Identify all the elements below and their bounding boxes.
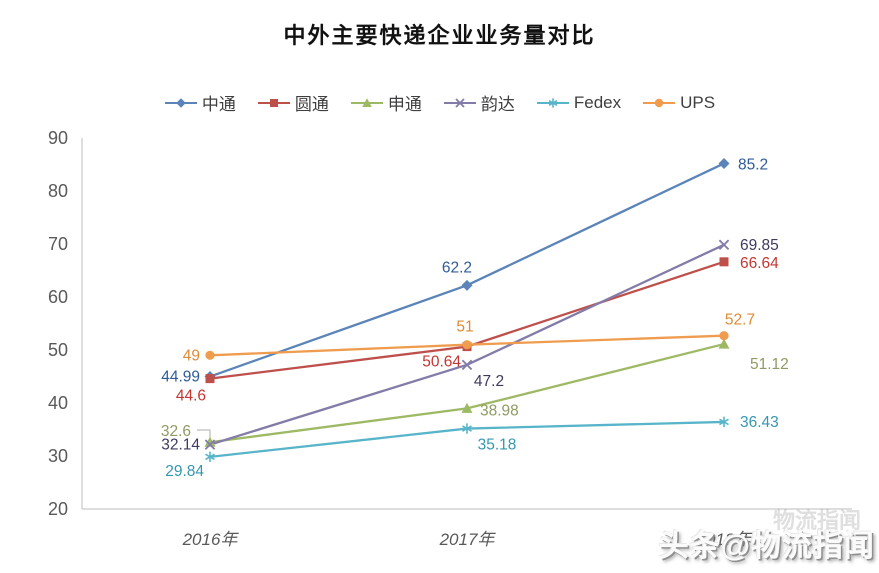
data-label-Fedex: 29.84 (165, 463, 204, 480)
x-category-label: 2017年 (439, 530, 497, 549)
data-label-申通: 32.6 (161, 423, 191, 440)
diamond-marker-icon (718, 157, 730, 169)
data-label-UPS: 51 (456, 319, 473, 336)
asterisk-marker-icon (719, 416, 729, 428)
square-marker-icon (205, 374, 215, 384)
legend-item-zhongtong[interactable]: 中通 (164, 90, 236, 115)
asterisk-marker-icon (536, 96, 570, 110)
legend-label: UPS (680, 92, 716, 112)
circle-marker-icon (205, 350, 215, 360)
asterisk-marker-icon (205, 451, 215, 463)
data-label-韵达: 47.2 (474, 373, 504, 390)
asterisk-marker-icon (462, 423, 472, 434)
y-tick-label: 20 (48, 499, 68, 519)
square-marker-icon (257, 96, 291, 110)
x-category-label: 2016年 (182, 530, 240, 549)
triangle-marker-icon (204, 436, 216, 447)
y-tick-label: 70 (48, 234, 68, 254)
data-label-圆通: 66.64 (740, 255, 779, 272)
legend-label: Fedex (573, 92, 622, 112)
x-marker-icon (461, 359, 473, 371)
data-label-申通: 38.98 (480, 402, 519, 419)
data-label-UPS: 49 (183, 347, 200, 364)
data-label-UPS: 52.7 (725, 312, 755, 329)
x-category-label: 2018年 (696, 530, 754, 549)
legend-item-fedex[interactable]: Fedex (536, 93, 621, 113)
data-label-圆通: 44.6 (176, 388, 206, 405)
y-tick-label: 40 (48, 393, 68, 413)
y-tick-label: 30 (48, 446, 68, 466)
legend-label: 中通 (201, 95, 236, 114)
data-label-中通: 85.2 (738, 156, 768, 173)
label-leader-line (197, 429, 211, 439)
y-tick-label: 90 (48, 128, 68, 148)
legend: 中通 圆通 申通 韵达 Fedex UPS (0, 90, 879, 115)
diamond-marker-icon (461, 279, 473, 291)
data-label-中通: 62.2 (442, 259, 472, 276)
y-tick-label: 80 (48, 181, 68, 201)
legend-item-shentong[interactable]: 申通 (350, 90, 422, 115)
triangle-marker-icon (461, 402, 473, 413)
y-tick-label: 60 (48, 287, 68, 307)
data-label-圆通: 50.64 (422, 354, 461, 371)
y-tick-label: 50 (48, 340, 68, 360)
x-marker-icon (204, 439, 216, 450)
legend-label: 韵达 (480, 95, 515, 114)
square-marker-icon (719, 257, 729, 267)
circle-marker-icon (642, 96, 676, 110)
circle-marker-icon (719, 331, 729, 341)
triangle-marker-icon (718, 338, 730, 349)
data-label-韵达: 32.14 (161, 437, 200, 454)
data-label-申通: 51.12 (750, 356, 789, 373)
triangle-marker-icon (350, 96, 384, 110)
data-label-Fedex: 35.18 (478, 437, 517, 454)
circle-marker-icon (462, 340, 472, 350)
legend-item-yuantong[interactable]: 圆通 (257, 90, 329, 115)
data-label-中通: 44.99 (161, 369, 200, 386)
data-label-韵达: 69.85 (740, 237, 779, 254)
diamond-marker-icon (164, 96, 198, 110)
legend-item-ups[interactable]: UPS (642, 93, 715, 113)
legend-label: 申通 (387, 95, 422, 114)
legend-item-yunda[interactable]: 韵达 (443, 90, 515, 115)
data-label-Fedex: 36.43 (740, 414, 779, 431)
legend-label: 圆通 (294, 95, 329, 114)
chart-title: 中外主要快递企业业务量对比 (283, 23, 596, 48)
x-marker-icon (443, 96, 477, 110)
x-marker-icon (718, 239, 730, 251)
